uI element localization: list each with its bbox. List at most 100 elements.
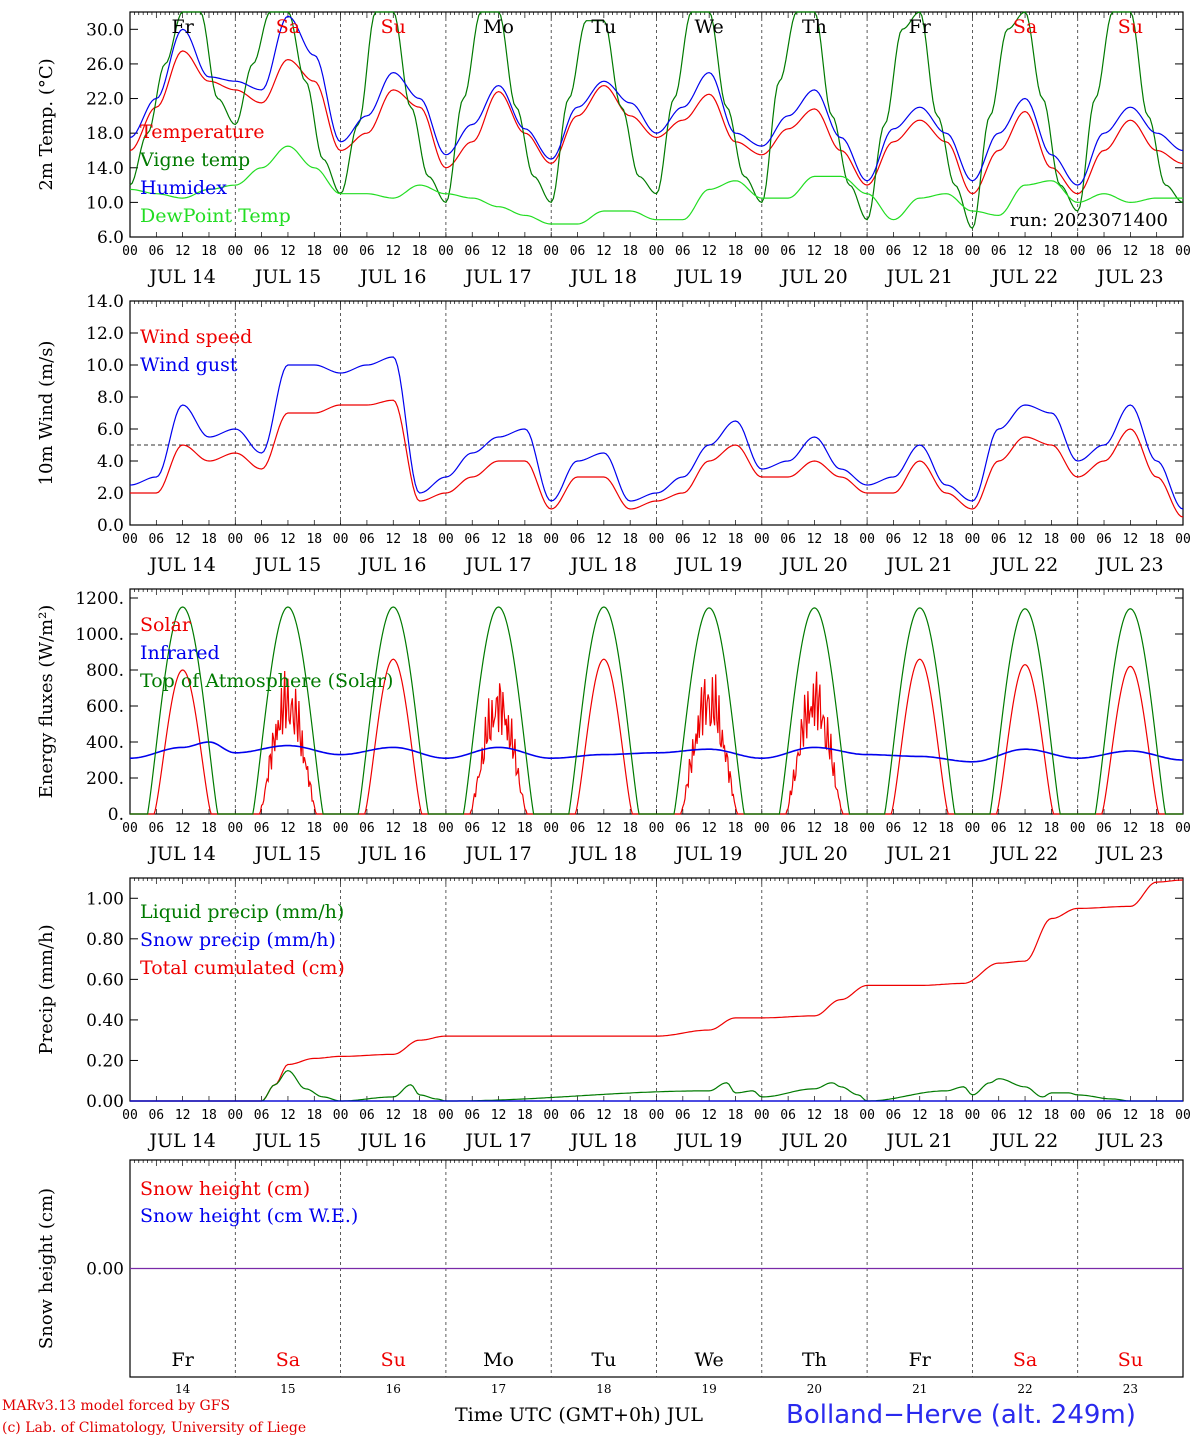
hour-label: 06 — [1096, 532, 1112, 547]
hour-label: 18 — [412, 244, 428, 259]
y-tick-label: 0.40 — [86, 1011, 124, 1031]
y-tick-label: 30.0 — [86, 20, 124, 40]
legend-entry: Total cumulated (cm) — [140, 957, 345, 979]
hour-label: 06 — [780, 821, 796, 836]
lab-credit: (c) Lab. of Climatology, University of L… — [2, 1420, 307, 1436]
y-tick-label: 6.0 — [97, 228, 124, 248]
y-tick-label: 0. — [108, 805, 124, 825]
hour-label: 06 — [148, 532, 164, 547]
hour-label: 12 — [491, 821, 507, 836]
hour-label: 06 — [991, 1108, 1007, 1123]
hour-label: 12 — [1017, 1108, 1033, 1123]
hour-label: 12 — [807, 1108, 823, 1123]
weekday-label: Sa — [1013, 16, 1037, 38]
hour-label: 12 — [596, 532, 612, 547]
day-number: 21 — [912, 1382, 927, 1396]
hour-label: 06 — [780, 244, 796, 259]
weekday-label-bottom: We — [695, 1349, 724, 1371]
hour-label: 18 — [938, 1108, 954, 1123]
hour-label: 06 — [570, 532, 586, 547]
day-label: JUL 20 — [779, 843, 847, 865]
hour-label: 00 — [227, 1108, 243, 1123]
hour-label: 06 — [675, 244, 691, 259]
hour-label: 12 — [912, 244, 928, 259]
hour-label: 12 — [1017, 244, 1033, 259]
hour-label: 00 — [965, 532, 981, 547]
hour-label: 06 — [570, 821, 586, 836]
weekday-label: Sa — [276, 16, 300, 38]
hour-label: 18 — [833, 244, 849, 259]
legend-entry: Liquid precip (mm/h) — [140, 901, 344, 923]
y-tick-label: 0.80 — [86, 930, 124, 950]
legend-entry: Vigne temp — [139, 149, 250, 171]
weekday-label-bottom: Su — [1118, 1349, 1143, 1371]
hour-label: 18 — [938, 532, 954, 547]
day-label: JUL 16 — [358, 266, 426, 288]
hour-label: 18 — [728, 821, 744, 836]
series-line — [130, 741, 1183, 763]
y-axis-label: 10m Wind (m/s) — [36, 341, 57, 486]
weekday-label-bottom: Fr — [172, 1349, 195, 1371]
hour-label: 18 — [728, 244, 744, 259]
hour-label: 12 — [385, 244, 401, 259]
hour-label: 18 — [833, 1108, 849, 1123]
hour-label: 12 — [280, 244, 296, 259]
series-line — [130, 399, 1184, 518]
hour-label: 00 — [965, 1108, 981, 1123]
hour-label: 12 — [701, 821, 717, 836]
legend-entry: Top of Atmosphere (Solar) — [140, 670, 393, 692]
day-label: JUL 14 — [147, 843, 215, 865]
day-number: 15 — [280, 1382, 295, 1396]
hour-label: 18 — [622, 1108, 638, 1123]
hour-label: 18 — [938, 244, 954, 259]
hour-label: 18 — [1149, 244, 1165, 259]
hour-label: 00 — [438, 1108, 454, 1123]
x-axis-title: Time UTC (GMT+0h) JUL — [455, 1404, 703, 1426]
hour-label: 00 — [543, 821, 559, 836]
day-label: JUL 22 — [990, 1130, 1058, 1152]
hour-label: 18 — [622, 244, 638, 259]
hour-label: 00 — [227, 244, 243, 259]
hour-label: 00 — [227, 532, 243, 547]
hour-label: 00 — [438, 244, 454, 259]
hour-label: 12 — [175, 1108, 191, 1123]
day-label: JUL 15 — [253, 843, 321, 865]
day-label: JUL 21 — [885, 1130, 953, 1152]
hour-label: 06 — [991, 244, 1007, 259]
hour-label: 18 — [1149, 821, 1165, 836]
hour-label: 12 — [175, 244, 191, 259]
day-number: 18 — [596, 1382, 611, 1396]
hour-label: 06 — [148, 821, 164, 836]
series-line — [130, 606, 1183, 815]
hour-label: 12 — [1123, 1108, 1139, 1123]
day-label: JUL 21 — [885, 266, 953, 288]
day-number: 20 — [807, 1382, 822, 1396]
hour-label: 00 — [333, 821, 349, 836]
y-axis-label: 2m Temp. (°C) — [36, 58, 57, 190]
day-label: JUL 23 — [1095, 554, 1163, 576]
hour-label: 18 — [622, 532, 638, 547]
panel-frame — [129, 11, 1184, 238]
y-tick-label: 0.60 — [86, 970, 124, 990]
day-label: JUL 17 — [463, 843, 531, 865]
weekday-label: Su — [1118, 16, 1143, 38]
hour-label: 06 — [464, 244, 480, 259]
hour-label: 12 — [1123, 532, 1139, 547]
legend-entry: Wind gust — [140, 354, 238, 376]
hour-label: 18 — [412, 821, 428, 836]
hour-label: 06 — [254, 244, 270, 259]
y-tick-label: 800. — [86, 661, 124, 681]
y-tick-label: 8.0 — [97, 388, 124, 408]
hour-label: 12 — [701, 532, 717, 547]
hour-label: 06 — [148, 1108, 164, 1123]
day-label: JUL 14 — [147, 266, 215, 288]
hour-label: 12 — [1017, 821, 1033, 836]
hour-label: 18 — [833, 532, 849, 547]
day-label: JUL 16 — [358, 554, 426, 576]
y-tick-label: 0.00 — [86, 1092, 124, 1112]
hour-label: 06 — [359, 532, 375, 547]
day-label: JUL 23 — [1095, 843, 1163, 865]
weekday-label: We — [695, 16, 724, 38]
station-name: Bolland−Herve (alt. 249m) — [786, 1400, 1136, 1430]
day-label: JUL 19 — [674, 554, 742, 576]
